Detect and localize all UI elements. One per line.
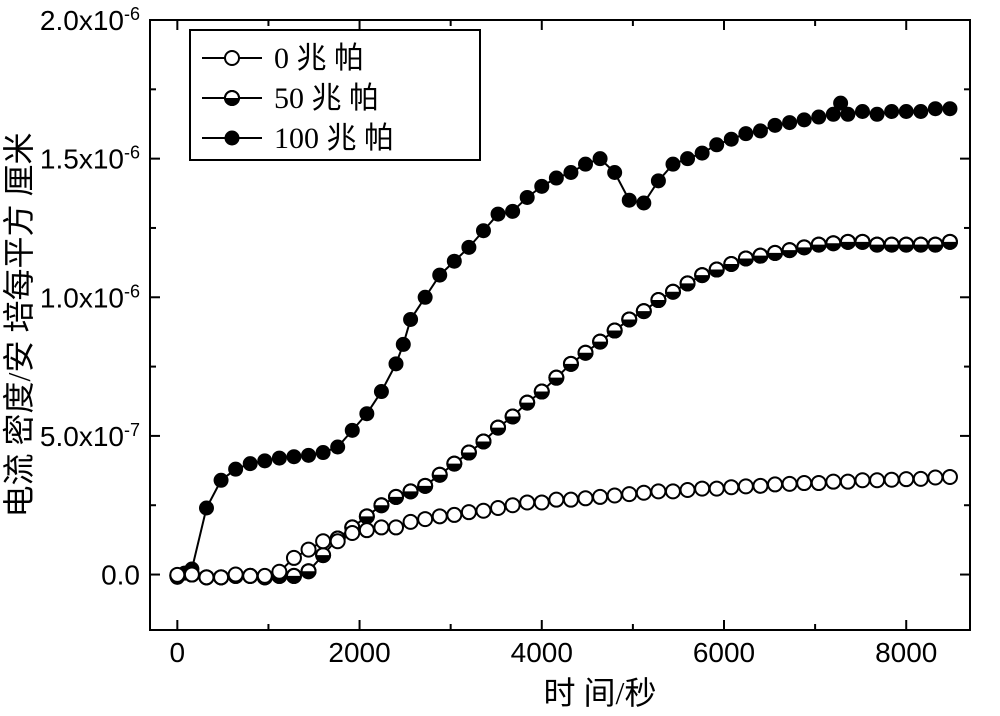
svg-text:5.0x10-7: 5.0x10-7	[40, 420, 140, 452]
y-axis-label: 电流 密度/安 培每平方 厘米	[1, 133, 37, 518]
svg-text:2.0x10-6: 2.0x10-6	[40, 4, 140, 36]
chart-svg: 0 2000 4000 6000 8000 0.0 5.0x10-7 1.0x10-6 1.5x…	[0, 0, 1000, 716]
legend-item-label: 50 兆 帕	[274, 82, 379, 115]
svg-text:0: 0	[170, 637, 186, 668]
series-s100	[170, 96, 957, 584]
svg-text:1.0x10-6: 1.0x10-6	[40, 281, 140, 313]
svg-text:1.5x10-6: 1.5x10-6	[40, 143, 140, 175]
svg-text:4000: 4000	[511, 637, 573, 668]
legend: 0 兆 帕 50 兆 帕 100 兆 帕	[190, 30, 480, 160]
legend-item-label: 0 兆 帕	[274, 42, 364, 75]
series-s0	[170, 470, 957, 584]
svg-text:2000: 2000	[328, 637, 390, 668]
svg-text:8000: 8000	[875, 637, 937, 668]
chart-container: 0 2000 4000 6000 8000 0.0 5.0x10-7 1.0x10-6 1.5x…	[0, 0, 1000, 716]
legend-item-label: 100 兆 帕	[274, 122, 394, 155]
svg-text:0.0: 0.0	[101, 560, 140, 591]
svg-text:6000: 6000	[693, 637, 755, 668]
x-axis-label: 时 间/秒	[544, 675, 657, 711]
series-s50	[170, 235, 957, 585]
